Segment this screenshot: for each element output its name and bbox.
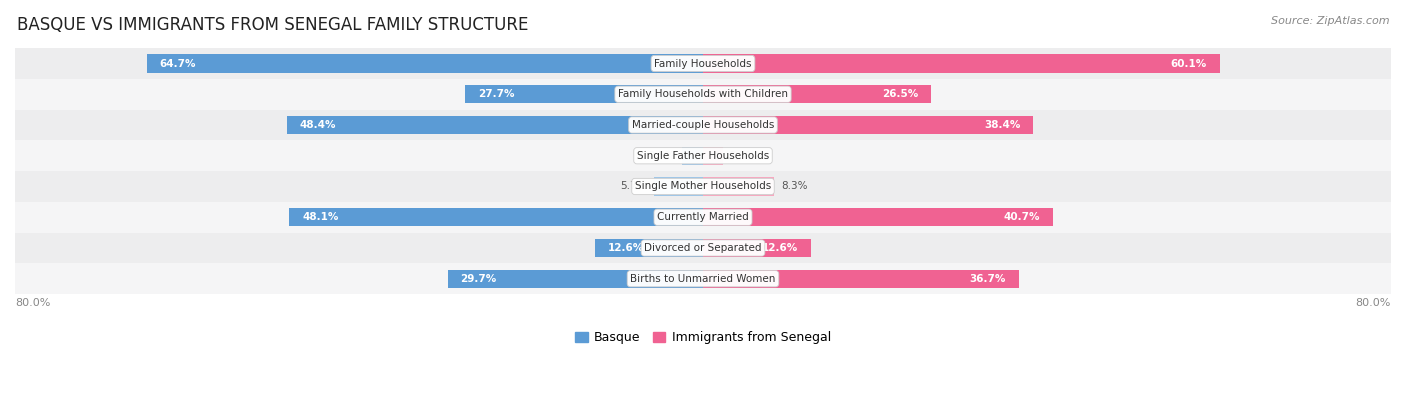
Bar [146, 54, 703, 73]
Bar [703, 54, 1220, 73]
Text: Single Mother Households: Single Mother Households [636, 181, 770, 192]
Bar [654, 177, 703, 196]
Bar [703, 269, 1018, 288]
Bar [15, 79, 1391, 110]
Text: Births to Unmarried Women: Births to Unmarried Women [630, 274, 776, 284]
Text: 5.7%: 5.7% [620, 181, 647, 192]
Text: 40.7%: 40.7% [1004, 212, 1040, 222]
Text: 2.5%: 2.5% [648, 151, 675, 161]
Text: 80.0%: 80.0% [15, 298, 51, 308]
Bar [703, 177, 775, 196]
Bar [703, 208, 1053, 226]
Text: 12.6%: 12.6% [607, 243, 644, 253]
Bar [682, 147, 703, 165]
Bar [15, 48, 1391, 79]
Text: Married-couple Households: Married-couple Households [631, 120, 775, 130]
Bar [15, 202, 1391, 233]
Text: Currently Married: Currently Married [657, 212, 749, 222]
Text: Family Households: Family Households [654, 58, 752, 68]
Bar [703, 147, 723, 165]
Bar [595, 239, 703, 257]
Bar [15, 140, 1391, 171]
Text: 36.7%: 36.7% [969, 274, 1005, 284]
Text: 26.5%: 26.5% [882, 89, 918, 99]
Text: Source: ZipAtlas.com: Source: ZipAtlas.com [1271, 16, 1389, 26]
Text: Single Father Households: Single Father Households [637, 151, 769, 161]
Text: 80.0%: 80.0% [1355, 298, 1391, 308]
Text: BASQUE VS IMMIGRANTS FROM SENEGAL FAMILY STRUCTURE: BASQUE VS IMMIGRANTS FROM SENEGAL FAMILY… [17, 16, 529, 34]
Text: 8.3%: 8.3% [782, 181, 808, 192]
Bar [703, 85, 931, 103]
Text: 60.1%: 60.1% [1171, 58, 1206, 68]
Bar [703, 116, 1033, 134]
Text: 29.7%: 29.7% [461, 274, 496, 284]
Bar [15, 263, 1391, 294]
Text: Family Households with Children: Family Households with Children [619, 89, 787, 99]
Bar [290, 208, 703, 226]
Legend: Basque, Immigrants from Senegal: Basque, Immigrants from Senegal [575, 331, 831, 344]
Text: 48.1%: 48.1% [302, 212, 339, 222]
Text: 2.3%: 2.3% [730, 151, 756, 161]
Bar [15, 110, 1391, 140]
Bar [15, 233, 1391, 263]
Text: 12.6%: 12.6% [762, 243, 799, 253]
Text: Divorced or Separated: Divorced or Separated [644, 243, 762, 253]
Text: 48.4%: 48.4% [299, 120, 336, 130]
Text: 27.7%: 27.7% [478, 89, 515, 99]
Bar [465, 85, 703, 103]
Bar [15, 171, 1391, 202]
Bar [447, 269, 703, 288]
Text: 64.7%: 64.7% [159, 58, 195, 68]
Bar [287, 116, 703, 134]
Bar [703, 239, 811, 257]
Text: 38.4%: 38.4% [984, 120, 1021, 130]
